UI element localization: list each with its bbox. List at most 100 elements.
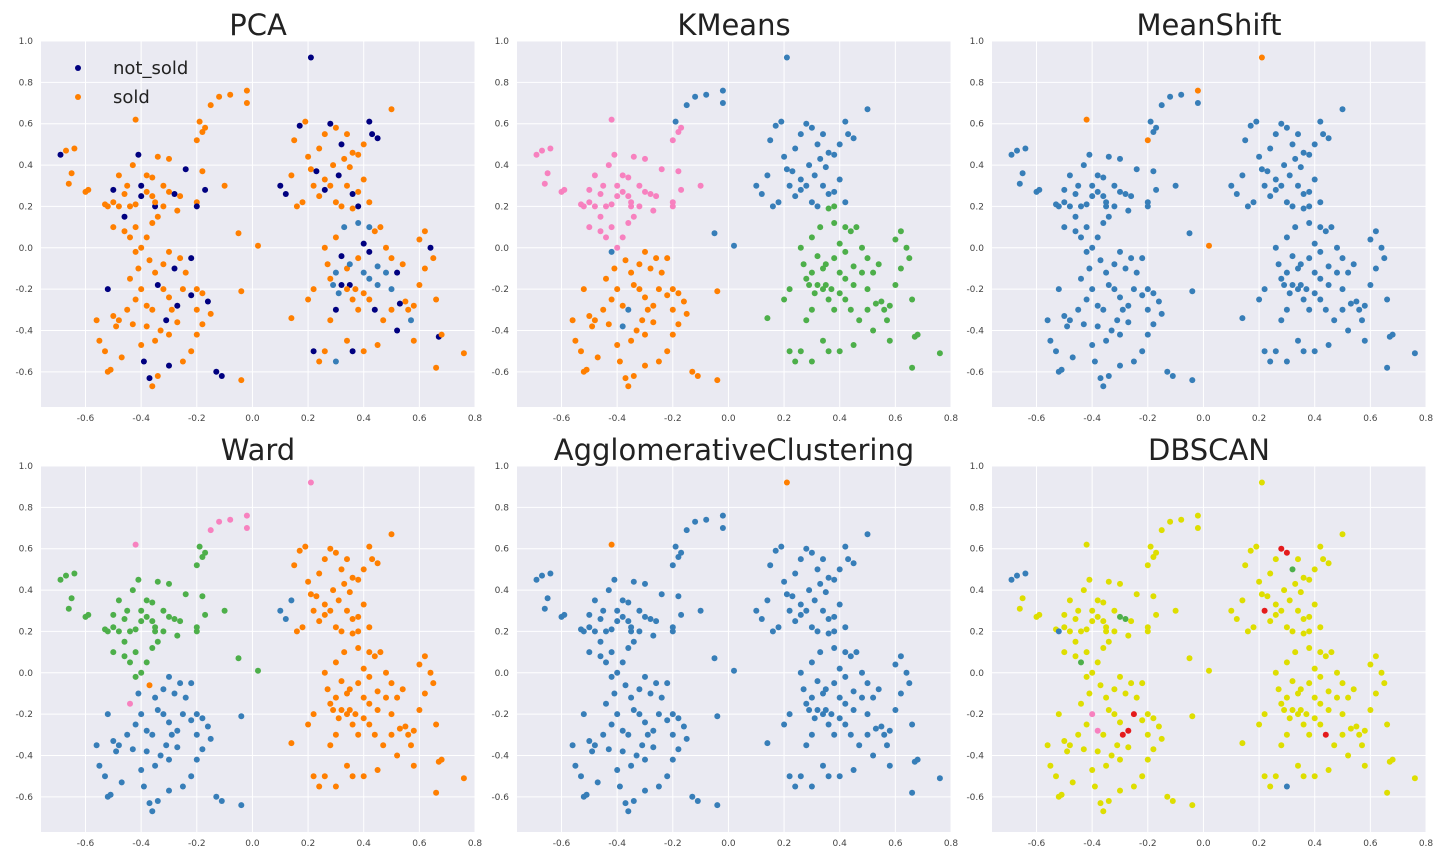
data-point <box>806 707 813 713</box>
data-point <box>842 543 849 550</box>
data-point <box>1306 220 1313 226</box>
data-point <box>1311 290 1318 297</box>
data-point <box>878 723 885 730</box>
data-point <box>1186 230 1193 237</box>
data-point <box>669 628 676 635</box>
data-point <box>1317 118 1324 125</box>
data-point <box>1111 182 1118 189</box>
data-point <box>655 358 662 365</box>
data-point <box>1317 296 1324 303</box>
data-point <box>1244 203 1251 210</box>
data-point <box>366 700 373 707</box>
data-point <box>1283 783 1290 790</box>
data-point <box>377 224 384 231</box>
data-point <box>1105 373 1112 379</box>
data-point <box>1100 618 1107 625</box>
data-point <box>811 172 818 179</box>
data-point <box>539 572 545 579</box>
data-point <box>1019 170 1026 177</box>
data-point <box>1139 680 1146 687</box>
data-point <box>132 201 139 208</box>
data-point <box>1325 135 1332 142</box>
data-point <box>547 570 554 577</box>
data-point <box>383 244 389 251</box>
data-point <box>644 306 651 313</box>
data-point <box>872 300 879 307</box>
data-point <box>669 756 676 763</box>
data-point <box>1094 323 1101 330</box>
data-point <box>346 261 353 268</box>
data-point <box>149 306 156 313</box>
data-point <box>541 605 548 612</box>
data-point <box>597 616 604 622</box>
data-point <box>160 182 167 189</box>
data-point <box>825 348 832 355</box>
data-point <box>1317 624 1324 631</box>
data-point <box>154 798 161 804</box>
data-point <box>138 669 145 676</box>
data-point <box>1325 688 1332 695</box>
data-point <box>218 798 225 804</box>
y-tick-label: 0.2 <box>495 202 509 212</box>
data-point <box>831 203 838 210</box>
data-point <box>199 593 206 600</box>
data-point <box>803 275 810 282</box>
data-point <box>625 731 632 738</box>
data-point <box>388 306 395 313</box>
data-point <box>1275 261 1282 268</box>
data-point <box>1086 690 1093 697</box>
data-point <box>614 607 621 614</box>
data-point <box>1281 707 1288 713</box>
y-tick-label: -0.2 <box>491 285 509 295</box>
data-point <box>299 624 306 631</box>
data-point <box>753 607 760 614</box>
data-point <box>1411 775 1418 782</box>
data-point <box>179 783 186 790</box>
data-point <box>808 659 815 666</box>
data-point <box>1353 298 1360 305</box>
data-point <box>820 556 826 563</box>
data-point <box>302 543 309 550</box>
data-point <box>149 599 156 606</box>
data-point <box>1250 199 1257 206</box>
data-point <box>352 711 359 718</box>
data-point <box>786 607 793 614</box>
y-tick-label: 0.0 <box>495 244 510 254</box>
data-point <box>188 255 195 262</box>
data-point <box>1334 244 1340 251</box>
data-point <box>1117 673 1123 680</box>
data-point <box>121 213 128 220</box>
data-point <box>603 628 609 635</box>
data-point <box>630 578 637 585</box>
data-point <box>1089 607 1096 614</box>
data-point <box>1233 616 1240 622</box>
x-tick-label: -0.4 <box>132 414 150 424</box>
data-point <box>544 595 551 602</box>
data-point <box>135 265 142 272</box>
data-point <box>1289 203 1296 210</box>
data-point <box>783 591 790 598</box>
data-point <box>341 649 348 656</box>
data-point <box>355 731 362 738</box>
data-point <box>1206 667 1212 674</box>
data-point <box>1278 120 1285 127</box>
data-point <box>597 191 604 197</box>
data-point <box>238 288 245 295</box>
data-point <box>1153 186 1160 193</box>
data-point <box>797 669 804 676</box>
data-point <box>1130 286 1137 293</box>
data-point <box>1014 572 1020 579</box>
data-point <box>380 742 387 749</box>
data-point <box>669 731 676 738</box>
data-point <box>366 199 373 206</box>
data-point <box>1297 686 1304 693</box>
data-point <box>697 607 704 614</box>
data-point <box>293 628 300 635</box>
data-point <box>619 597 626 604</box>
data-point <box>1239 597 1246 604</box>
data-point <box>1286 597 1293 604</box>
data-point <box>870 327 877 334</box>
data-point <box>193 628 200 635</box>
data-point <box>374 767 381 773</box>
data-point <box>825 296 832 303</box>
